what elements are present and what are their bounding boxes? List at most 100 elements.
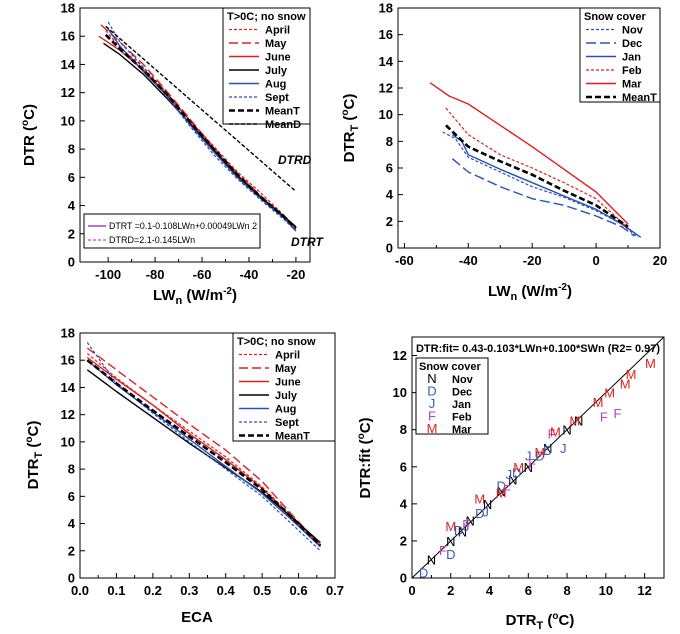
- legend-label-april: April: [275, 350, 300, 362]
- y-tick-label: 18: [379, 1, 393, 16]
- y-tick-label: 12: [61, 407, 75, 422]
- legend-title: Snow cover: [584, 11, 646, 23]
- annotation-dtrd: DTRD: [278, 153, 312, 167]
- series-line-nov: [442, 131, 638, 238]
- series-line-may: [86, 347, 321, 546]
- x-tick-label: 0.2: [144, 583, 162, 598]
- scatter-point-m: M: [620, 376, 631, 391]
- legend-title: Snow cover: [419, 361, 481, 373]
- legend-box: [415, 357, 489, 435]
- legend-label-feb: Feb: [452, 412, 472, 424]
- scatter-point-m: M: [513, 460, 524, 475]
- legend-label-meant: MeanT: [265, 106, 300, 118]
- x-tick-label: -40: [459, 253, 478, 268]
- x-tick-label: 0.6: [290, 583, 308, 598]
- series-line-sept: [107, 21, 297, 232]
- scatter-point-m: M: [569, 413, 580, 428]
- legend-label-may: May: [275, 363, 297, 375]
- x-axis-label: DTRT (oC): [506, 611, 575, 632]
- scatter-point-f: F: [462, 517, 470, 532]
- x-tick-label: 0.5: [253, 583, 271, 598]
- x-tick-label: -60: [395, 253, 414, 268]
- x-tick-label: -80: [146, 267, 165, 282]
- legend-label-may: May: [265, 38, 287, 50]
- scatter-point-d: D: [419, 565, 428, 580]
- legend-box: [579, 7, 661, 103]
- scatter-point-m: M: [604, 386, 615, 401]
- x-tick-label: 0.0: [71, 583, 89, 598]
- legend-title: T>0C; no snow: [227, 11, 306, 23]
- fit-label-dtrt: DTRT =0.1-0.108LWn+0.00049LWn 2: [109, 221, 257, 231]
- y-tick-label: 14: [379, 54, 394, 69]
- y-tick-label: 6: [386, 161, 393, 176]
- y-tick-label: 16: [379, 27, 393, 42]
- y-tick-label: 12: [393, 348, 407, 363]
- x-tick-label: 4: [486, 583, 494, 598]
- y-tick-label: 8: [68, 142, 75, 157]
- y-tick-label: 4: [68, 198, 76, 213]
- legend-marker-m: M: [427, 421, 438, 436]
- scatter-point-m: M: [496, 486, 507, 501]
- series-line-meant: [86, 359, 322, 547]
- fit-legend-box: [83, 213, 261, 249]
- legend-label-mar: Mar: [452, 424, 472, 436]
- y-tick-label: 0: [68, 571, 75, 586]
- scatter-point-d: D: [512, 465, 521, 480]
- scatter-point-d: D: [496, 478, 505, 493]
- x-tick-label: 0.1: [107, 583, 125, 598]
- scatter-point-m: M: [535, 445, 546, 460]
- scatter-point-n: N: [524, 460, 533, 475]
- y-tick-label: 10: [61, 113, 75, 128]
- fit-equation: DTR:fit= 0.43-0.103*LWn+0.100*SWn (R2= 0…: [416, 343, 660, 355]
- scatter-point-f: F: [439, 543, 447, 558]
- legend-marker-n: N: [427, 371, 436, 386]
- scatter-point-n: N: [496, 484, 505, 499]
- y-tick-label: 4: [400, 496, 408, 511]
- scatter-point-m: M: [645, 356, 656, 371]
- y-tick-label: 6: [68, 489, 75, 504]
- plot-frame: [411, 336, 665, 579]
- y-tick-label: 12: [61, 85, 75, 100]
- scatter-point-j: J: [463, 519, 470, 534]
- legend-label-june: June: [265, 52, 291, 64]
- plot-frame: [79, 7, 311, 263]
- scatter-point-m: M: [474, 491, 485, 506]
- x-tick-label: 2: [447, 583, 454, 598]
- scatter-point-n: N: [483, 497, 492, 512]
- legend-label-june: June: [275, 377, 301, 389]
- x-tick-label: -40: [240, 267, 259, 282]
- y-tick-label: 4: [68, 516, 76, 531]
- y-tick-label: 14: [61, 57, 76, 72]
- annotation-dtrt: DTRT: [291, 235, 324, 249]
- scatter-point-m: M: [550, 425, 561, 440]
- legend-marker-f: F: [428, 409, 436, 424]
- y-tick-label: 10: [379, 107, 393, 122]
- x-tick-label: 20: [653, 253, 667, 268]
- legend-box: [222, 7, 311, 125]
- legend-label-sept: Sept: [265, 92, 289, 104]
- panel-top-left: 0 2 4 6 8 10 12 14 16 18 -100 -80 -60 -40 -20 T>0C; no …: [20, 1, 324, 308]
- fit-label-dtrd: DTRD=2.1-0.145LWn: [109, 235, 195, 245]
- x-tick-label: 0.3: [180, 583, 198, 598]
- scatter-point-d: D: [543, 443, 552, 458]
- series-line-feb: [445, 107, 629, 229]
- x-tick-label: -20: [287, 267, 306, 282]
- y-tick-label: 8: [386, 134, 393, 149]
- y-tick-label: 2: [386, 214, 393, 229]
- legend-label-july: July: [265, 65, 288, 77]
- panel-bottom-right: 0 2 4 6 8 10 12 0 2 4 6 8 10 12 DTR:fit= 0.43-0.103*LW…: [356, 336, 665, 632]
- legend-label-meand: MeanD: [265, 119, 301, 131]
- legend-label-dec: Dec: [452, 387, 472, 399]
- panel-top-right: 0 2 4 6 8 10 12 14 16 18 -60 -40 -20 0 20 Snow cover Nov…: [340, 1, 667, 304]
- legend-label-meant: MeanT: [622, 92, 657, 104]
- legend-label-aug: Aug: [275, 404, 296, 416]
- y-tick-label: 0: [68, 255, 75, 270]
- y-tick-label: 6: [400, 459, 407, 474]
- legend-label-meant: MeanT: [275, 431, 310, 443]
- scatter-point-n: N: [446, 534, 455, 549]
- plot-frame: [397, 7, 661, 249]
- x-tick-label: 10: [599, 583, 613, 598]
- x-tick-label: 8: [563, 583, 570, 598]
- scatter-point-f: F: [614, 406, 622, 421]
- scatter-point-j: J: [482, 504, 489, 519]
